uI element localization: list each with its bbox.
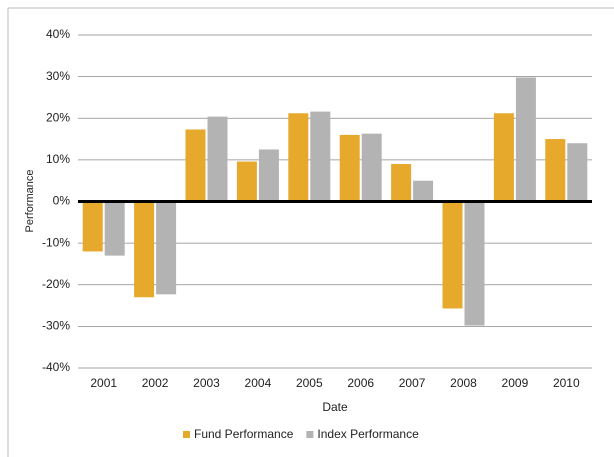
bar [236, 161, 257, 202]
bar [288, 113, 309, 202]
y-tick-label: -20% [42, 277, 70, 291]
x-tick-label: 2001 [90, 376, 117, 390]
x-tick-label: 2003 [193, 376, 220, 390]
y-tick-label: 0% [53, 194, 71, 208]
bar [464, 201, 485, 326]
legend-label: Fund Performance [194, 427, 294, 441]
y-tick-label: 40% [46, 27, 70, 41]
bar [258, 149, 279, 202]
x-tick-label: 2008 [450, 376, 477, 390]
x-tick-label: 2007 [399, 376, 426, 390]
bar [104, 201, 125, 256]
y-tick-label: 10% [46, 152, 70, 166]
bar [134, 201, 155, 298]
bar [391, 164, 412, 202]
bar [361, 133, 382, 202]
y-tick-label: -40% [42, 360, 70, 374]
legend-swatch [183, 431, 190, 438]
bar [515, 77, 536, 202]
bar [310, 111, 331, 202]
bar [207, 116, 228, 202]
x-axis-label: Date [322, 400, 348, 414]
bar [442, 201, 463, 309]
bar [339, 134, 360, 202]
bar [185, 129, 206, 202]
x-tick-label: 2002 [142, 376, 169, 390]
x-tick-label: 2009 [502, 376, 529, 390]
bar [156, 201, 177, 295]
y-tick-label: 20% [46, 110, 70, 124]
legend-label: Index Performance [317, 427, 419, 441]
y-tick-label: -30% [42, 319, 70, 333]
bar [82, 201, 103, 252]
x-tick-label: 2010 [553, 376, 580, 390]
x-tick-label: 2004 [245, 376, 272, 390]
y-tick-label: -10% [42, 235, 70, 249]
bar [413, 180, 434, 202]
bar [545, 139, 566, 202]
x-tick-label: 2006 [347, 376, 374, 390]
x-tick-label: 2005 [296, 376, 323, 390]
y-axis-label: Performance [24, 170, 36, 233]
bar [567, 143, 588, 202]
legend-swatch [306, 431, 314, 438]
y-tick-label: 30% [46, 69, 70, 83]
bar [493, 113, 514, 202]
